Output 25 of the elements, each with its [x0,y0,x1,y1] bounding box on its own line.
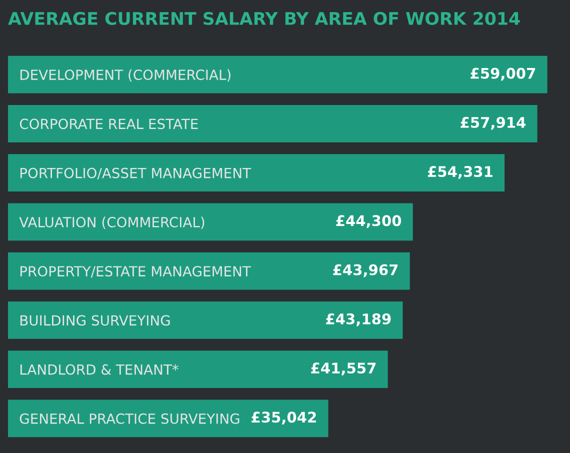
y-tick-label: BUILDING SURVEYING [20,315,170,326]
y-tick-label: PORTFOLIO/ASSET MANAGEMENT [20,168,252,180]
bar [8,203,413,241]
y-tick-label: DEVELOPMENT (COMMERCIAL) [20,69,230,82]
bar [8,105,538,142]
data-label: £54,331 [428,166,492,179]
bar [8,56,548,94]
y-tick-label: VALUATION (COMMERCIAL) [19,216,204,230]
bar [8,154,505,192]
y-tick-label: CORPORATE REAL ESTATE [20,118,198,130]
y-tick-label: PROPERTY/ESTATE MANAGEMENT [20,266,251,278]
data-label: £59,007 [470,68,536,81]
data-label: £35,042 [252,412,316,425]
bar [8,302,403,339]
data-label: £41,557 [311,362,376,376]
data-label: £44,300 [336,215,402,228]
data-label: £57,914 [460,116,526,130]
bar [8,252,410,290]
data-label: £43,967 [333,264,398,278]
y-tick-label: GENERAL PRACTICE SURVEYING [20,413,240,424]
bar [8,350,388,388]
data-label: £43,189 [326,313,391,326]
chart-title: AVERAGE CURRENT SALARY BY AREA OF WORK 2014 [8,12,520,26]
y-tick-label: LANDLORD & TENANT* [20,364,178,375]
bar [8,400,328,438]
